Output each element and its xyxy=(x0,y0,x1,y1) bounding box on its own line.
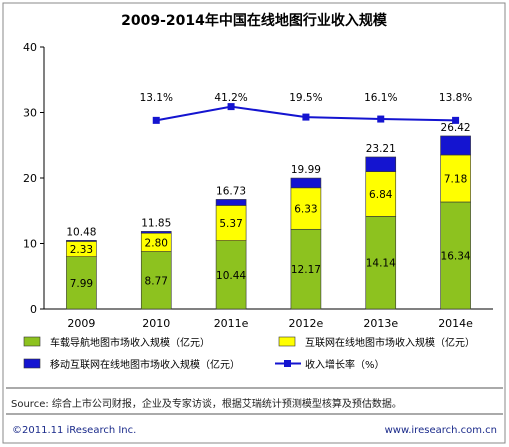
legend-label: 互联网在线地图市场收入规模（亿元） xyxy=(305,336,475,349)
source-note: Source: 综合上市公司财报，企业及专家访谈，根据艾瑞统计预测模型核算及预估… xyxy=(11,399,402,410)
segment-value-label: 16.34 xyxy=(441,250,471,262)
y-tick-label: 0 xyxy=(30,303,37,316)
segment-value-label: 5.37 xyxy=(219,218,242,230)
bar-segment-s1 xyxy=(215,205,247,241)
growth-point xyxy=(227,103,235,111)
chart-title: 2009-2014年中国在线地图行业收入规模 xyxy=(121,12,388,29)
growth-value-label: 19.5% xyxy=(289,92,322,104)
legend-swatch xyxy=(23,336,41,347)
legend-label: 车载导航地图市场收入规模（亿元） xyxy=(50,336,210,349)
bar-total-label: 23.21 xyxy=(366,143,396,155)
segment-value-label: 8.77 xyxy=(145,275,168,287)
bar-segment-s2 xyxy=(66,240,97,242)
segment-value-label: 7.99 xyxy=(70,278,93,290)
legend-label: 收入增长率（%） xyxy=(305,358,385,371)
growth-value-label: 41.2% xyxy=(214,92,247,104)
bar-segment-s0 xyxy=(440,201,471,310)
x-tick-label: 2010 xyxy=(142,317,170,330)
legend-label: 移动互联网在线地图市场收入规模（亿元） xyxy=(50,358,240,371)
segment-value-label: 14.14 xyxy=(366,258,396,270)
bar-segment-s0 xyxy=(66,256,97,310)
legend-swatch xyxy=(23,358,41,369)
bar-total-label: 11.85 xyxy=(141,217,171,229)
bar-segment-s0 xyxy=(215,240,247,310)
y-tick-label: 40 xyxy=(23,41,37,54)
x-tick-label: 2014e xyxy=(438,317,473,330)
segment-value-label: 6.33 xyxy=(294,204,317,216)
growth-point xyxy=(302,113,310,121)
bar-segment-s0 xyxy=(365,216,397,310)
bar-segment-s2 xyxy=(140,231,172,234)
y-tick-label: 30 xyxy=(23,107,37,120)
segment-value-label: 12.17 xyxy=(291,264,321,276)
y-tick-label: 10 xyxy=(23,238,37,251)
bar-segment-s2 xyxy=(440,135,471,156)
x-tick-label: 2009 xyxy=(67,317,95,330)
segment-value-label: 7.18 xyxy=(444,173,467,185)
x-tick-label: 2011e xyxy=(214,317,249,330)
growth-value-label: 16.1% xyxy=(364,92,397,104)
growth-point xyxy=(452,116,460,124)
growth-point xyxy=(377,115,385,123)
segment-value-label: 10.44 xyxy=(216,270,246,282)
bar-total-label: 10.48 xyxy=(66,226,96,238)
bar-total-label: 26.42 xyxy=(441,122,471,134)
bar-segment-s2 xyxy=(290,177,322,189)
x-tick-label: 2013e xyxy=(363,317,398,330)
segment-value-label: 6.84 xyxy=(369,189,393,201)
legend-marker xyxy=(284,360,291,367)
bar-total-label: 16.73 xyxy=(216,185,246,197)
y-tick-label: 20 xyxy=(23,172,37,185)
growth-point xyxy=(152,116,160,124)
legend: 车载导航地图市场收入规模（亿元） 互联网在线地图市场收入规模（亿元） 移动互联网在线… xyxy=(23,336,475,371)
growth-value-label: 13.1% xyxy=(140,92,173,104)
bar-total-label: 19.99 xyxy=(291,164,321,176)
legend-swatch xyxy=(278,336,296,347)
bar-segment-s1 xyxy=(290,187,322,230)
bar-segment-s1 xyxy=(440,154,471,203)
bar-segment-s2 xyxy=(215,199,247,206)
growth-value-label: 13.8% xyxy=(439,92,472,104)
footer-copyright: ©2011.11 iResearch Inc. xyxy=(12,425,137,436)
bar-segment-s0 xyxy=(290,228,322,310)
segment-value-label: 2.80 xyxy=(145,237,168,249)
outer-border xyxy=(2,2,506,444)
plot-area: 0 10 20 30 40 7.99 2.33 10.48 2009 8.77 2.80 11.85 2… xyxy=(23,41,493,330)
footer-url[interactable]: www.iresearch.com.cn xyxy=(384,425,497,436)
bar-segment-s1 xyxy=(365,171,397,217)
bar-segment-s0 xyxy=(140,251,172,310)
bar-segment-s2 xyxy=(365,156,397,172)
x-tick-label: 2012e xyxy=(289,317,324,330)
segment-value-label: 2.33 xyxy=(70,244,93,256)
